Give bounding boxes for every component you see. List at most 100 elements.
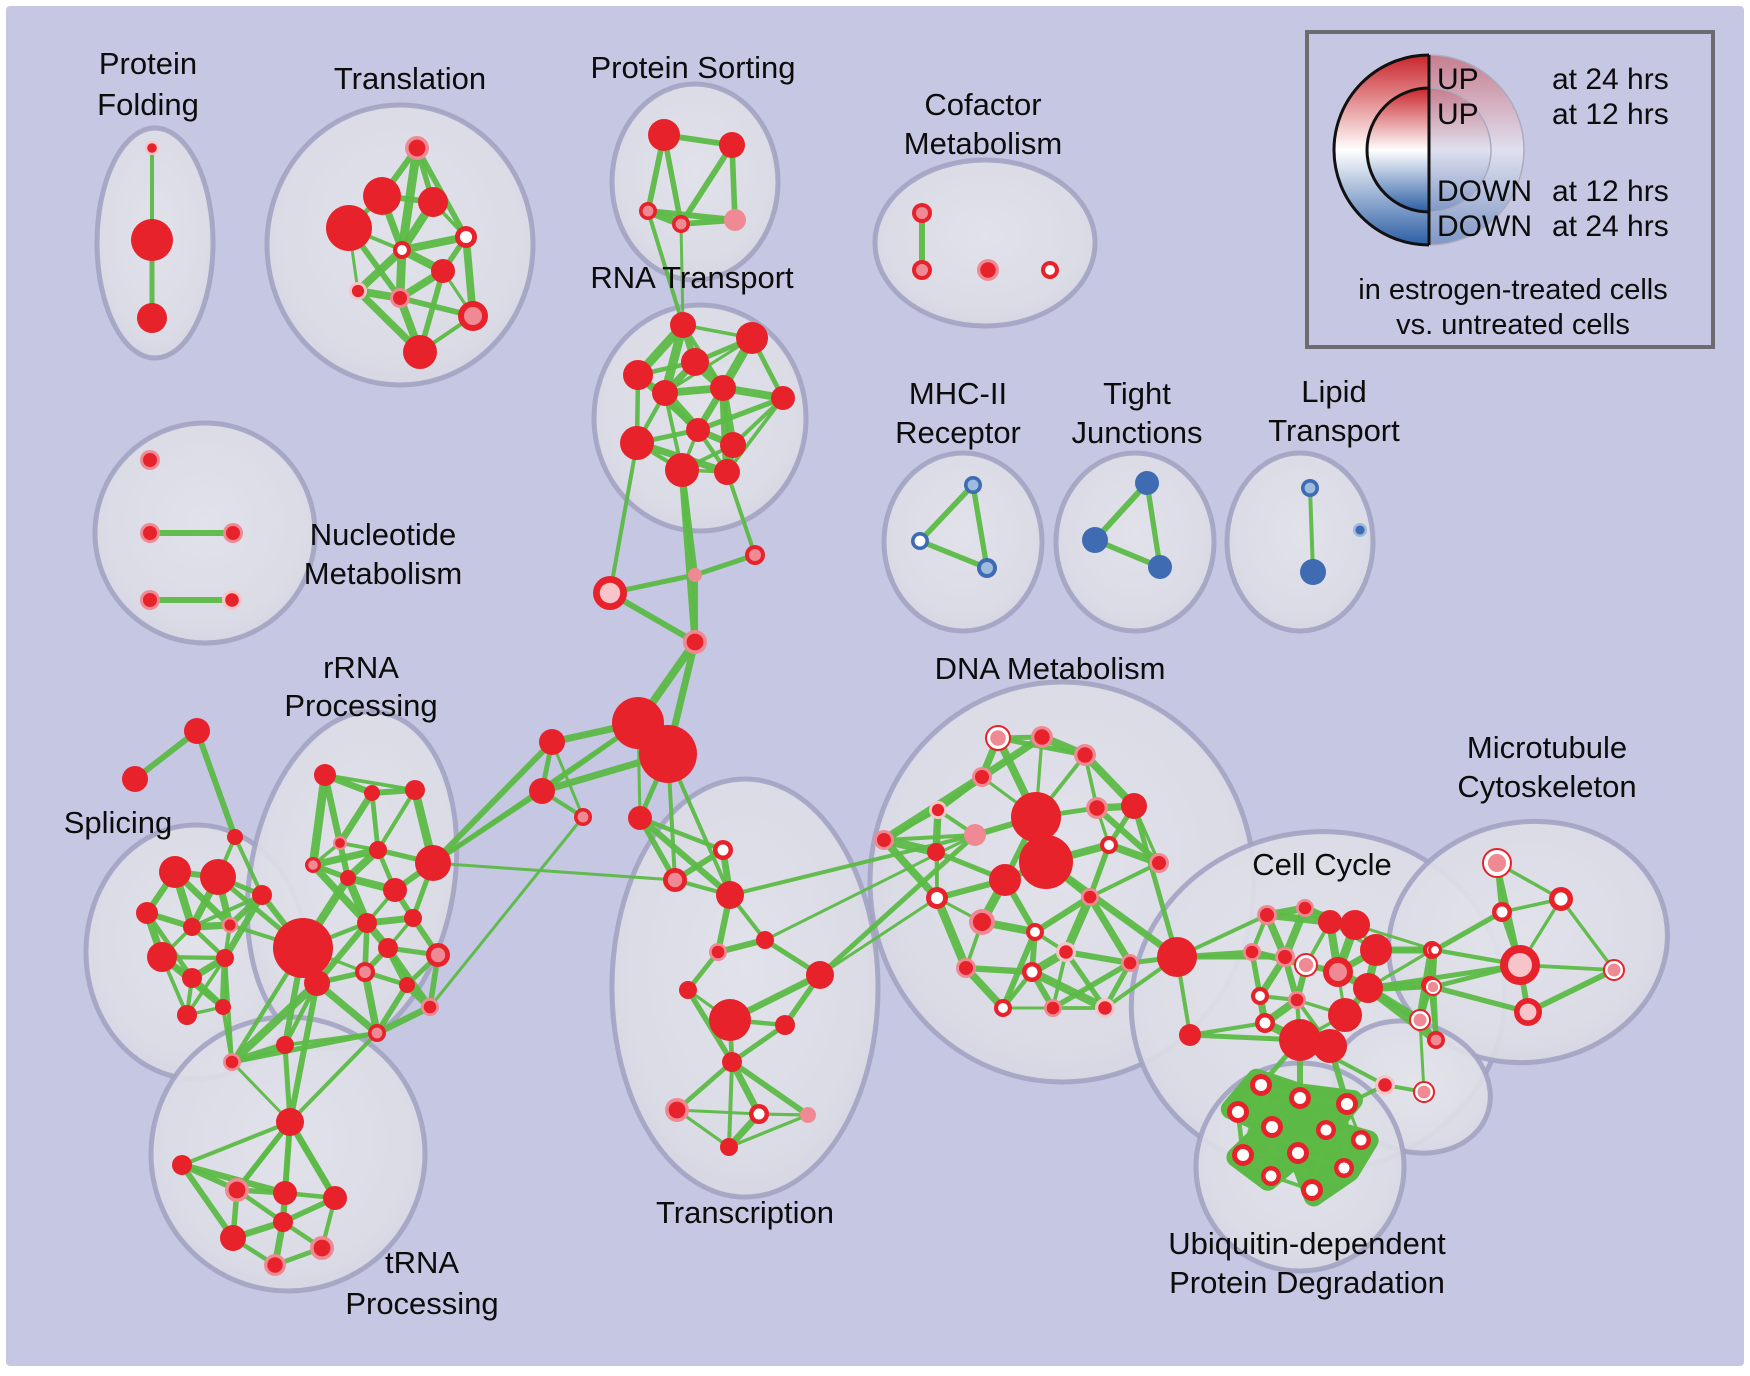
node-core bbox=[397, 245, 407, 255]
node-core bbox=[464, 307, 482, 325]
edge bbox=[308, 770, 330, 870]
cluster-label-splicing: Splicing bbox=[64, 805, 173, 840]
node-rrna bbox=[415, 845, 451, 881]
node-transcription bbox=[628, 806, 652, 830]
edge bbox=[817, 832, 978, 978]
legend-direction-label: DOWN bbox=[1437, 175, 1532, 208]
node-core bbox=[224, 919, 236, 931]
node-core bbox=[980, 262, 996, 278]
node-rna_transport bbox=[771, 386, 795, 410]
node-trna bbox=[276, 1108, 304, 1136]
node-rrna bbox=[364, 785, 380, 801]
edge bbox=[674, 1059, 735, 1113]
node-splicing bbox=[147, 942, 177, 972]
node-splicing bbox=[200, 859, 236, 895]
node-trna bbox=[273, 1212, 293, 1232]
node-transcription bbox=[800, 1107, 816, 1123]
cluster-region-protein_sorting bbox=[609, 81, 781, 283]
edge bbox=[361, 968, 381, 1037]
node-rna_transport bbox=[652, 380, 678, 406]
edge bbox=[970, 482, 990, 571]
legend-note: in estrogen-treated cells bbox=[1358, 274, 1668, 306]
edge bbox=[369, 790, 381, 853]
node-core bbox=[313, 1239, 331, 1257]
node-core bbox=[143, 526, 157, 540]
cluster-label-protein_folding: Protein bbox=[99, 46, 197, 81]
edge bbox=[725, 396, 785, 474]
edge bbox=[431, 861, 677, 882]
edge bbox=[1086, 893, 1134, 967]
node-core bbox=[147, 143, 157, 153]
node-core bbox=[1265, 1170, 1277, 1182]
edge bbox=[281, 1120, 292, 1224]
node-transcription bbox=[806, 961, 834, 989]
node-core bbox=[393, 291, 407, 305]
node-core bbox=[1340, 1097, 1354, 1111]
cluster-label-tight: Tight bbox=[1103, 376, 1171, 411]
edge bbox=[729, 1022, 788, 1065]
cluster-label-microtubule: Cytoskeleton bbox=[1457, 769, 1636, 804]
cluster-label-mhc: MHC-II bbox=[909, 376, 1007, 411]
node-trna bbox=[172, 1155, 192, 1175]
edge bbox=[233, 835, 264, 897]
edge bbox=[375, 787, 418, 853]
node-core bbox=[359, 966, 371, 978]
cluster-region-tight bbox=[1053, 450, 1217, 634]
edge bbox=[227, 978, 322, 1067]
node-rna_transport bbox=[681, 348, 709, 376]
node-core bbox=[335, 838, 345, 848]
node-protein_folding bbox=[131, 219, 173, 261]
node-rrna bbox=[314, 764, 336, 786]
node-core bbox=[717, 844, 729, 856]
node-conn bbox=[184, 718, 210, 744]
node-core bbox=[967, 479, 979, 491]
edge bbox=[1308, 486, 1315, 574]
cluster-label-tight: Junctions bbox=[1072, 415, 1203, 450]
node-splicing bbox=[136, 902, 158, 924]
edge bbox=[727, 1113, 810, 1149]
edge bbox=[1031, 893, 1094, 936]
cluster-label-nucleotide: Nucleotide bbox=[310, 517, 456, 552]
node-splicing bbox=[216, 949, 234, 967]
cluster-label-lipid: Transport bbox=[1268, 413, 1400, 448]
node-core bbox=[916, 264, 928, 276]
edge bbox=[1418, 1018, 1426, 1094]
node-core bbox=[981, 562, 993, 574]
node-conn bbox=[688, 568, 702, 582]
cluster-region-cofactor bbox=[872, 157, 1098, 329]
cluster-label-transcription: Transcription bbox=[656, 1195, 834, 1230]
node-core bbox=[1030, 927, 1040, 937]
node-dna bbox=[989, 864, 1021, 896]
node-core bbox=[1291, 1146, 1305, 1160]
node-outline bbox=[1413, 1081, 1435, 1103]
node-core bbox=[1059, 945, 1073, 959]
node-core bbox=[226, 526, 240, 540]
node-core bbox=[143, 453, 157, 467]
node-conn bbox=[539, 729, 565, 755]
edge bbox=[1063, 949, 1108, 1011]
edge bbox=[727, 1060, 734, 1149]
node-core bbox=[1305, 1183, 1319, 1197]
node-core bbox=[959, 961, 973, 975]
node-splicing bbox=[215, 999, 231, 1015]
node-core bbox=[668, 1101, 686, 1119]
node-core bbox=[1304, 482, 1316, 494]
node-splicing bbox=[183, 918, 201, 936]
node-core bbox=[459, 230, 473, 244]
edge bbox=[550, 740, 585, 819]
edge bbox=[1027, 967, 1110, 1013]
node-transcription bbox=[756, 931, 774, 949]
node-rrna bbox=[276, 1036, 294, 1054]
node-core bbox=[1293, 1091, 1307, 1105]
edge bbox=[234, 1119, 293, 1193]
node-core bbox=[1427, 981, 1439, 993]
node-translation bbox=[418, 187, 448, 217]
node-conn bbox=[529, 778, 555, 804]
node-core bbox=[1496, 906, 1508, 918]
node-core bbox=[1045, 265, 1055, 275]
node-core bbox=[753, 1108, 765, 1120]
edge bbox=[194, 728, 238, 840]
node-transcription bbox=[775, 1015, 795, 1035]
edge bbox=[1365, 962, 1523, 991]
edge bbox=[185, 956, 227, 1017]
